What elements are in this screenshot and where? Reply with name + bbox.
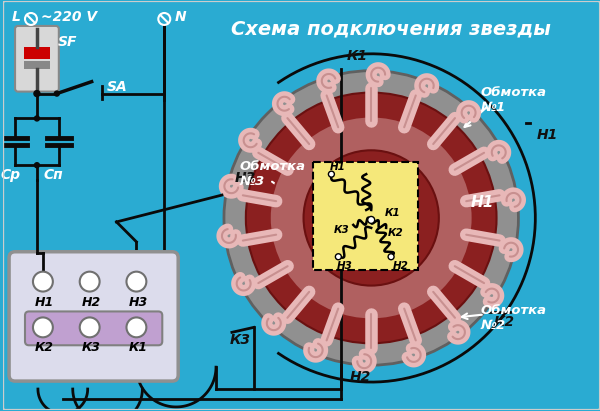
- Circle shape: [224, 71, 518, 365]
- FancyBboxPatch shape: [25, 312, 162, 345]
- Text: К3: К3: [230, 333, 251, 347]
- Text: Обмотка
№1: Обмотка №1: [481, 85, 547, 113]
- Circle shape: [270, 116, 473, 319]
- Text: Н1: Н1: [35, 296, 54, 309]
- Circle shape: [33, 317, 53, 337]
- Text: Н1: Н1: [536, 128, 557, 142]
- Bar: [24, 61, 50, 69]
- Circle shape: [335, 254, 341, 260]
- Text: SF: SF: [58, 35, 77, 49]
- Circle shape: [127, 317, 146, 337]
- Text: L: L: [12, 10, 21, 24]
- Circle shape: [34, 116, 40, 121]
- Text: Сп: Сп: [44, 168, 64, 182]
- Text: К2: К2: [388, 228, 404, 238]
- Text: К1: К1: [346, 49, 367, 63]
- Text: Схема подключения звезды: Схема подключения звезды: [231, 19, 551, 38]
- FancyBboxPatch shape: [15, 26, 59, 92]
- Text: К1: К1: [128, 341, 148, 354]
- Bar: [24, 47, 50, 59]
- Circle shape: [34, 163, 40, 168]
- Text: SA: SA: [107, 80, 127, 94]
- Text: Н1: Н1: [470, 195, 494, 210]
- Text: Обмотка
№3: Обмотка №3: [240, 160, 306, 188]
- Circle shape: [328, 171, 334, 177]
- Text: Ср: Ср: [0, 168, 20, 182]
- Text: N: N: [174, 10, 186, 24]
- Circle shape: [55, 91, 59, 96]
- Text: Н2: Н2: [393, 261, 409, 271]
- Circle shape: [33, 272, 53, 291]
- FancyBboxPatch shape: [313, 162, 418, 270]
- Circle shape: [304, 150, 439, 286]
- Text: Н3: Н3: [128, 296, 148, 309]
- Text: ~220 V: ~220 V: [41, 10, 97, 24]
- Text: Н3: Н3: [337, 261, 352, 271]
- Text: К3: К3: [82, 341, 101, 354]
- Circle shape: [246, 92, 497, 343]
- Circle shape: [80, 317, 100, 337]
- Circle shape: [388, 254, 394, 260]
- FancyBboxPatch shape: [9, 252, 178, 381]
- Text: Н3: Н3: [235, 171, 256, 185]
- Text: Н2: Н2: [82, 296, 101, 309]
- Circle shape: [127, 272, 146, 291]
- Text: К2: К2: [35, 341, 54, 354]
- Text: Н1: Н1: [329, 162, 345, 172]
- Text: К3: К3: [334, 225, 349, 235]
- Text: Обмотка
№2: Обмотка №2: [481, 305, 547, 332]
- Text: Н2: Н2: [349, 370, 371, 384]
- Circle shape: [80, 272, 100, 291]
- Circle shape: [34, 90, 40, 97]
- Text: К2: К2: [494, 315, 515, 330]
- Circle shape: [368, 217, 374, 224]
- Text: К1: К1: [385, 208, 401, 218]
